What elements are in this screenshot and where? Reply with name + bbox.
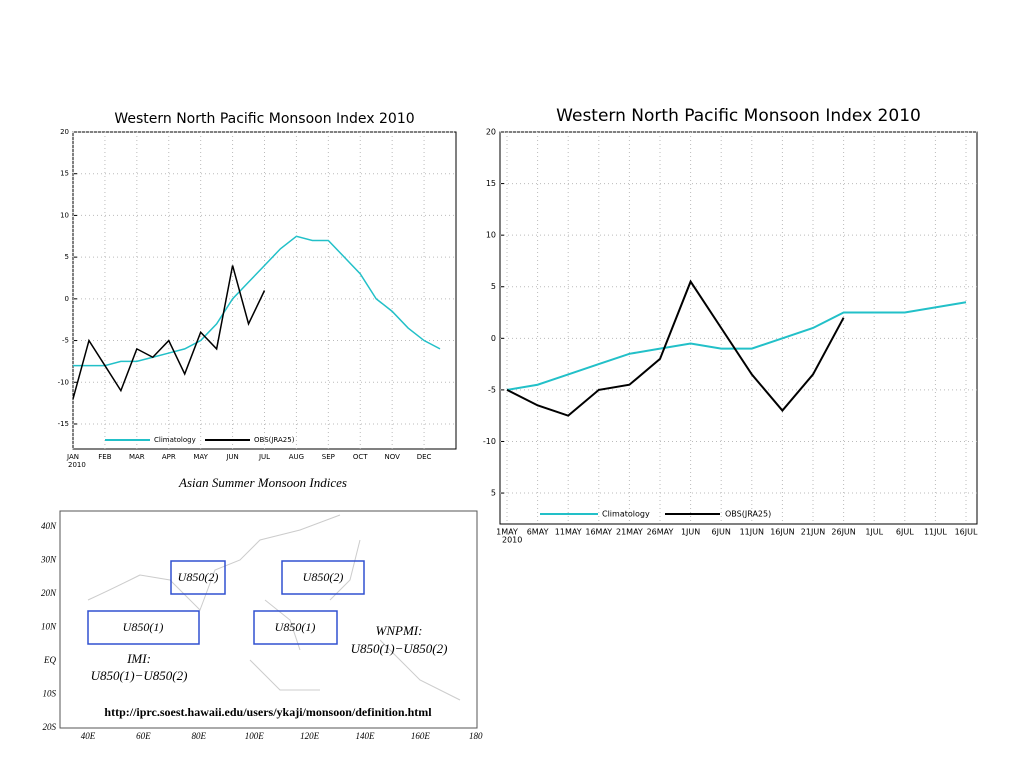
x-tick-label: SEP <box>322 453 335 461</box>
x-tick-label: AUG <box>289 453 304 461</box>
x-tick-label: 1MAY <box>496 528 518 537</box>
map: Asian Summer Monsoon Indices U850(2) U85… <box>59 475 478 729</box>
box-label: U850(1) <box>275 620 316 634</box>
box-label: U850(2) <box>303 570 344 584</box>
lat-label: 10N <box>41 622 57 632</box>
y-tick-label: 15 <box>60 170 69 178</box>
x-tick-label: NOV <box>384 453 400 461</box>
x-tick-label: 11JUN <box>740 528 764 537</box>
x-tick-label: 1JUN <box>681 528 700 537</box>
series-line <box>506 279 845 417</box>
map-frame <box>59 510 478 729</box>
chart-title: Western North Pacific Monsoon Index 2010 <box>556 106 921 126</box>
legend-label: OBS(JRA25) <box>254 436 295 444</box>
y-tick-label: -15 <box>58 420 69 428</box>
x-tick-label: 6MAY <box>527 528 549 537</box>
x-tick-label: JUN <box>225 453 238 461</box>
y-tick-label: -10 <box>58 378 69 386</box>
coastline <box>87 514 461 701</box>
y-tick-label: 5 <box>491 489 496 498</box>
x-tick-label: JUL <box>258 453 270 461</box>
y-tick-label: -5 <box>488 385 496 394</box>
box-label: U850(1) <box>123 620 164 634</box>
x-tick-label: 11JUL <box>924 528 947 537</box>
box-label: U850(2) <box>178 570 219 584</box>
region-box <box>170 560 226 595</box>
wnpmi-formula: U850(1)−U850(2) <box>351 641 448 656</box>
y-tick-label: 0 <box>491 334 496 343</box>
year-label: 2010 <box>68 461 86 469</box>
y-tick-label: 5 <box>491 282 496 291</box>
y-tick-label: 20 <box>486 128 496 137</box>
x-tick-label: 26JUN <box>831 528 855 537</box>
series-line <box>73 235 441 367</box>
lon-label: 80E <box>192 731 207 741</box>
region-box <box>253 610 338 645</box>
x-tick-label: APR <box>162 453 176 461</box>
x-tick-label: 21MAY <box>616 528 643 537</box>
y-tick-label: 5 <box>65 253 69 261</box>
lon-label: 40E <box>81 731 96 741</box>
x-tick-label: OCT <box>353 453 368 461</box>
x-tick-label: FEB <box>98 453 111 461</box>
x-tick-label: 21JUN <box>801 528 825 537</box>
y-tick-label: -5 <box>62 337 69 345</box>
imi-label: IMI: <box>126 651 151 666</box>
x-tick-label: 16JUN <box>770 528 794 537</box>
lat-label: 10S <box>43 689 57 699</box>
x-tick-label: 26MAY <box>647 528 674 537</box>
x-tick-label: DEC <box>417 453 432 461</box>
y-tick-label: 20 <box>60 128 69 136</box>
plot-frame <box>499 131 978 525</box>
legend-label: Climatology <box>154 436 196 444</box>
x-tick-label: 6JUL <box>896 528 914 537</box>
x-tick-label: MAY <box>193 453 208 461</box>
y-tick-label: 10 <box>486 231 496 240</box>
lon-label: 180 <box>469 731 483 741</box>
region-box <box>87 610 200 645</box>
wnpmi-label: WNPMI: <box>376 623 423 638</box>
legend-label: OBS(JRA25) <box>725 510 771 519</box>
lon-label: 120E <box>300 731 320 741</box>
x-tick-label: JAN <box>66 453 79 461</box>
region-box <box>281 560 365 595</box>
legend-label: Climatology <box>602 510 650 519</box>
x-tick-label: 16JUL <box>955 528 978 537</box>
y-tick-label: 10 <box>60 211 69 219</box>
map-title: Asian Summer Monsoon Indices <box>178 475 347 490</box>
lat-label: 20S <box>43 722 57 732</box>
imi-formula: U850(1)−U850(2) <box>91 668 188 683</box>
url-bg <box>70 705 465 721</box>
lat-label: EQ <box>43 655 56 665</box>
y-tick-label: 0 <box>65 295 69 303</box>
lon-label: 160E <box>411 731 431 741</box>
x-tick-label: 11MAY <box>555 528 582 537</box>
lat-label: 40N <box>41 521 57 531</box>
lon-label: 140E <box>356 731 376 741</box>
lon-label: 60E <box>136 731 151 741</box>
series-line <box>506 301 967 391</box>
x-tick-label: MAR <box>129 453 145 461</box>
y-tick-label: 15 <box>486 179 496 188</box>
x-tick-label: 6JUN <box>712 528 731 537</box>
lon-label: 100E <box>245 731 265 741</box>
series-line <box>72 265 266 400</box>
year-label: 2010 <box>502 536 522 545</box>
x-tick-label: 1JUL <box>865 528 883 537</box>
x-tick-label: 16MAY <box>585 528 612 537</box>
url: http://iprc.soest.hawaii.edu/users/ykaji… <box>104 705 432 719</box>
lat-label: 30N <box>40 555 57 565</box>
y-tick-label: -10 <box>483 437 496 446</box>
chart-title: Western North Pacific Monsoon Index 2010 <box>114 111 414 127</box>
lat-label: 20N <box>41 588 57 598</box>
